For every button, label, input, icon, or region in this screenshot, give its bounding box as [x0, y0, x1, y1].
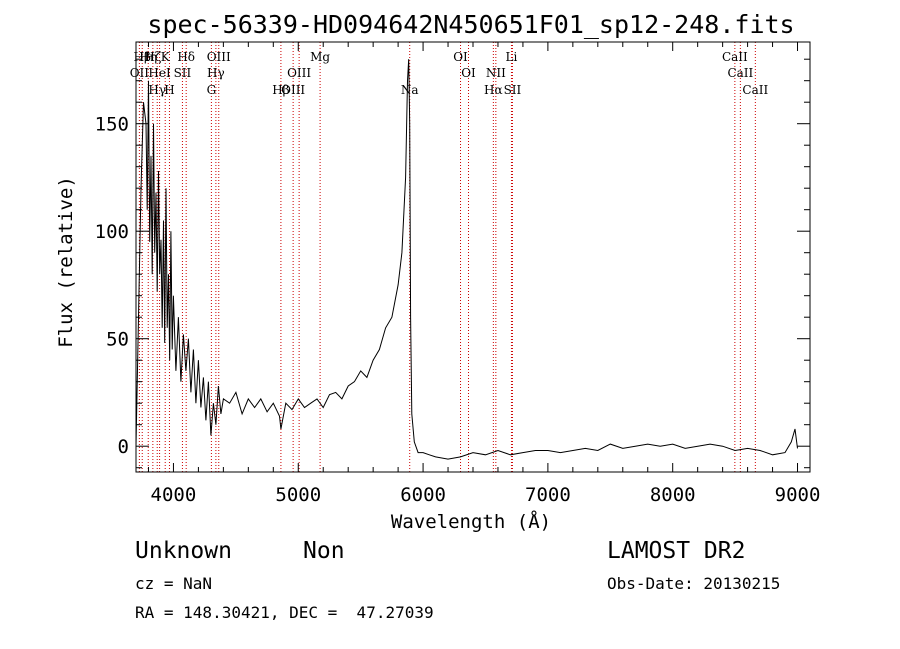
- y-axis-label: Flux (relative): [55, 176, 77, 348]
- axis-ticks: 4000 5000 6000 7000 8000 9000 0 50 100 150: [95, 42, 821, 506]
- line-label-9: Hδ: [177, 50, 195, 64]
- x-tick-label-1: 5000: [275, 484, 321, 506]
- line-label-18: OI: [453, 50, 468, 64]
- line-label-0: Hβ: [134, 50, 151, 64]
- line-label-11: Hγ: [207, 66, 225, 80]
- survey-name: LAMOST DR2: [607, 538, 746, 564]
- plot-frame: [135, 41, 811, 473]
- spectrum-series: [135, 59, 798, 460]
- spectral-line-markers: [138, 42, 756, 472]
- x-tick-label-3: 7000: [525, 484, 571, 506]
- x-tick-label-5: 9000: [775, 484, 821, 506]
- line-label-24: CaII: [722, 50, 748, 64]
- line-label-21: Hα: [484, 83, 503, 97]
- redshift-value: cz = NaN: [135, 574, 213, 593]
- line-label-25: CaII: [727, 66, 753, 80]
- y-tick-label-2: 100: [95, 221, 129, 243]
- line-label-12: G: [207, 83, 217, 97]
- line-label-6: K: [161, 50, 171, 64]
- y-tick-label-1: 50: [106, 329, 129, 351]
- line-label-13: Hβ: [272, 83, 289, 97]
- line-label-1: OII: [130, 66, 150, 80]
- subclass: Non: [303, 538, 345, 564]
- line-label-4: HeI: [148, 66, 171, 80]
- x-tick-label-2: 6000: [400, 484, 446, 506]
- line-label-17: Na: [401, 83, 419, 97]
- line-label-19: OI: [461, 66, 476, 80]
- line-label-23: SII: [504, 83, 522, 97]
- y-tick-label-3: 150: [95, 114, 129, 136]
- spectrum-line-0: [135, 59, 798, 460]
- y-tick-label-0: 0: [118, 436, 129, 458]
- object-type: Unknown: [135, 538, 232, 564]
- line-label-5: Hγ: [148, 83, 166, 97]
- line-label-10: OIII: [207, 50, 231, 64]
- line-label-26: CaII: [742, 83, 768, 97]
- coordinates: RA = 148.30421, DEC = 47.27039: [135, 603, 434, 622]
- line-label-22: Li: [506, 50, 518, 64]
- line-label-3: Hζ: [144, 50, 161, 64]
- line-label-2: Hη: [139, 50, 157, 64]
- line-label-14: OIII: [281, 83, 305, 97]
- spectrum-chart: spec-56339-HD094642N450651F01_sp12-248.f…: [55, 10, 821, 533]
- line-label-8: SII: [174, 66, 192, 80]
- x-tick-label-4: 8000: [650, 484, 696, 506]
- x-axis-label: Wavelength (Å): [391, 510, 551, 533]
- observation-date: Obs-Date: 20130215: [607, 574, 781, 593]
- line-label-15: OIII: [287, 66, 311, 80]
- line-label-20: NII: [486, 66, 506, 80]
- line-label-16: Mg: [310, 50, 330, 64]
- line-label-7: H: [164, 83, 174, 97]
- chart-title: spec-56339-HD094642N450651F01_sp12-248.f…: [147, 10, 794, 39]
- x-tick-label-0: 4000: [151, 484, 197, 506]
